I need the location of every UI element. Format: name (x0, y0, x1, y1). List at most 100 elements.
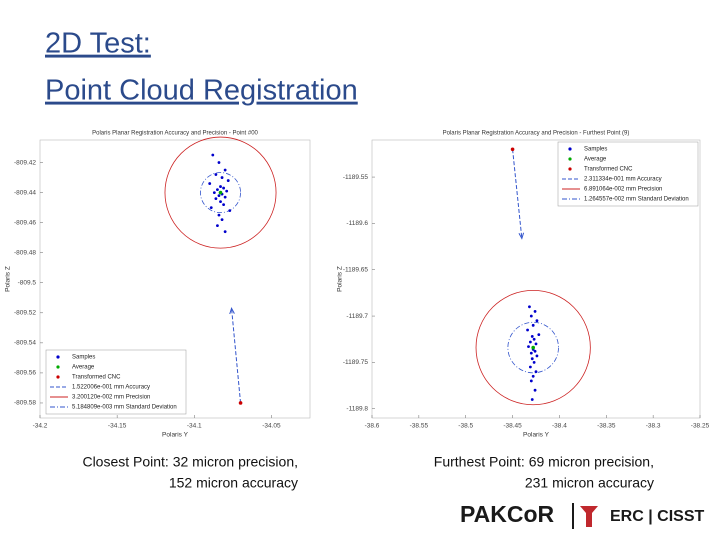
legend-label: Samples (584, 147, 607, 153)
x-tick-label: -34.2 (33, 423, 48, 430)
y-tick-label: -809.42 (14, 159, 36, 166)
caption: Furthest Point: 69 micron precision, (434, 454, 654, 470)
point (533, 388, 537, 392)
point (533, 310, 537, 313)
point (218, 190, 223, 195)
caption: Closest Point: 32 micron precision, (82, 454, 298, 470)
point (217, 161, 221, 164)
point (531, 345, 535, 350)
point (533, 349, 537, 353)
y-tick-label: -809.46 (14, 219, 36, 226)
legend-label: Average (72, 365, 95, 371)
point (529, 379, 533, 383)
y-tick-label: -1189.75 (343, 359, 369, 366)
point (214, 197, 218, 201)
legend-label: Samples (72, 355, 95, 361)
chart-title: Polaris Planar Registration Accuracy and… (92, 131, 258, 137)
radius-circle (475, 290, 591, 406)
x-tick-label: -38.25 (691, 423, 710, 430)
x-tick-label: -38.4 (552, 423, 567, 430)
logo-text: PAKCoR (460, 501, 555, 527)
y-tick-label: -809.58 (14, 400, 36, 407)
point (534, 342, 538, 346)
point (532, 337, 536, 341)
y-tick-label: -1189.8 (346, 405, 368, 412)
point (208, 182, 212, 185)
point (510, 147, 515, 152)
legend-box (45, 349, 187, 415)
point (216, 224, 219, 228)
x-tick-label: -34.05 (262, 423, 281, 430)
accuracy-arrow (231, 308, 242, 404)
point (219, 185, 222, 188)
plot-frame (39, 139, 311, 419)
point (238, 401, 243, 405)
legend-marker (56, 375, 60, 379)
x-tick-label: -38.55 (410, 423, 429, 430)
point (209, 206, 213, 210)
y-tick-label: -1189.55 (343, 174, 369, 181)
point (529, 314, 533, 318)
legend-marker (56, 355, 60, 359)
accuracy-arrow (512, 149, 523, 239)
y-tick-label: -809.52 (14, 310, 36, 317)
legend-label: Transformed CNC (72, 375, 121, 381)
point (222, 186, 226, 190)
y-axis-label: Polaris Z (5, 266, 12, 292)
legend-marker (56, 365, 60, 369)
point (222, 203, 226, 207)
radius-circle (507, 321, 559, 374)
legend-label: Transformed CNC (584, 167, 633, 173)
y-axis-label: Polaris Z (337, 266, 344, 292)
legend-label: 6.891064e-002 mm Precision (584, 187, 662, 193)
point (526, 328, 529, 332)
point (535, 319, 539, 323)
legend-marker (568, 167, 572, 171)
point (531, 323, 535, 327)
point (220, 218, 224, 222)
x-tick-label: -38.5 (458, 423, 473, 430)
radius-circle (164, 136, 277, 249)
y-tick-label: -809.44 (14, 189, 36, 196)
chart-title: Polaris Planar Registration Accuracy and… (443, 131, 630, 137)
caption: 231 micron accuracy (525, 475, 654, 491)
point (226, 179, 230, 182)
legend-label: Average (584, 157, 607, 163)
point (534, 370, 538, 374)
point (216, 188, 219, 191)
legend-label: 5.184809e-003 mm Standard Deviation (72, 405, 177, 411)
legend-box (557, 141, 699, 207)
plot-frame (371, 139, 701, 419)
x-tick-label: -34.15 (108, 423, 127, 430)
y-tick-label: -809.5 (18, 279, 37, 286)
y-tick-label: -809.56 (14, 370, 36, 377)
point (214, 173, 218, 176)
x-tick-label: -38.6 (365, 423, 380, 430)
y-tick-label: -809.48 (14, 249, 36, 256)
point (528, 340, 532, 344)
x-axis-label: Polaris Y (523, 432, 550, 439)
point (228, 209, 232, 213)
legend-label: 1.264557e-002 mm Standard Deviation (584, 197, 689, 203)
point (531, 374, 535, 378)
point (529, 351, 533, 355)
point (217, 194, 221, 198)
x-tick-label: -38.3 (646, 423, 661, 430)
legend-label: 1.522006e-001 mm Accuracy (72, 385, 150, 391)
legend-label: 2.311334e-001 mm Accuracy (584, 177, 662, 183)
point (527, 345, 530, 349)
caption: 152 micron accuracy (169, 475, 298, 491)
y-tick-label: -1189.6 (346, 220, 368, 227)
arrow-head (229, 307, 235, 315)
y-tick-label: -809.54 (14, 340, 36, 347)
legend-marker (568, 157, 572, 161)
logo-divider (572, 503, 574, 529)
x-tick-label: -38.45 (503, 423, 522, 430)
y-tick-label: -1189.65 (343, 266, 369, 273)
point (217, 213, 221, 217)
point (223, 195, 227, 199)
point (225, 189, 229, 193)
point (537, 333, 541, 336)
slide-title: Point Cloud Registration (45, 75, 358, 107)
point (532, 361, 536, 364)
